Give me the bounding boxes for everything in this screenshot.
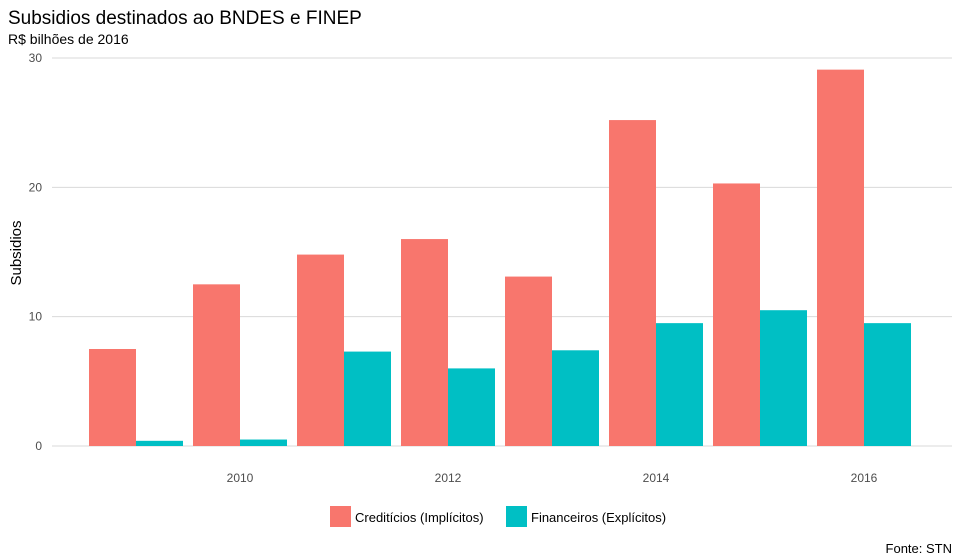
bar-financeiros — [656, 323, 703, 446]
bar-crediticios — [193, 284, 240, 446]
chart-title: Subsidios destinados ao BNDES e FINEP — [8, 8, 362, 29]
legend: Creditícios (Implícitos) Financeiros (Exp… — [330, 506, 666, 527]
source-caption: Fonte: STN — [886, 541, 952, 556]
bar-financeiros — [864, 323, 911, 446]
y-tick-label: 0 — [35, 439, 42, 453]
y-tick-label: 30 — [29, 51, 43, 65]
bar-financeiros — [136, 440, 183, 446]
y-axis-ticks: 0 10 20 30 — [29, 51, 43, 453]
y-axis-title: Subsidios — [8, 220, 25, 285]
chart-subtitle: R$ bilhões de 2016 — [8, 31, 129, 47]
x-axis-ticks: 2010 2012 2014 2016 — [227, 471, 878, 485]
y-tick-label: 10 — [29, 310, 43, 324]
legend-label-financeiros: Financeiros (Explícitos) — [531, 510, 666, 525]
bar-financeiros — [240, 439, 287, 446]
bar-crediticios — [401, 239, 448, 446]
bar-financeiros — [552, 350, 599, 446]
legend-key-financeiros — [506, 506, 527, 527]
x-tick-label: 2014 — [643, 471, 670, 485]
legend-label-crediticios: Creditícios (Implícitos) — [355, 510, 484, 525]
y-tick-label: 20 — [29, 180, 43, 194]
x-tick-label: 2016 — [851, 471, 878, 485]
bar-crediticios — [297, 254, 344, 446]
bar-crediticios — [505, 276, 552, 446]
bar-financeiros — [344, 351, 391, 446]
bar-crediticios — [817, 69, 864, 446]
bar-crediticios — [609, 120, 656, 446]
bar-crediticios — [713, 183, 760, 446]
legend-key-crediticios — [330, 506, 351, 527]
bar-crediticios — [89, 349, 136, 446]
x-tick-label: 2010 — [227, 471, 254, 485]
bar-financeiros — [760, 310, 807, 446]
x-tick-label: 2012 — [435, 471, 462, 485]
bars — [89, 69, 911, 446]
bar-financeiros — [448, 368, 495, 446]
